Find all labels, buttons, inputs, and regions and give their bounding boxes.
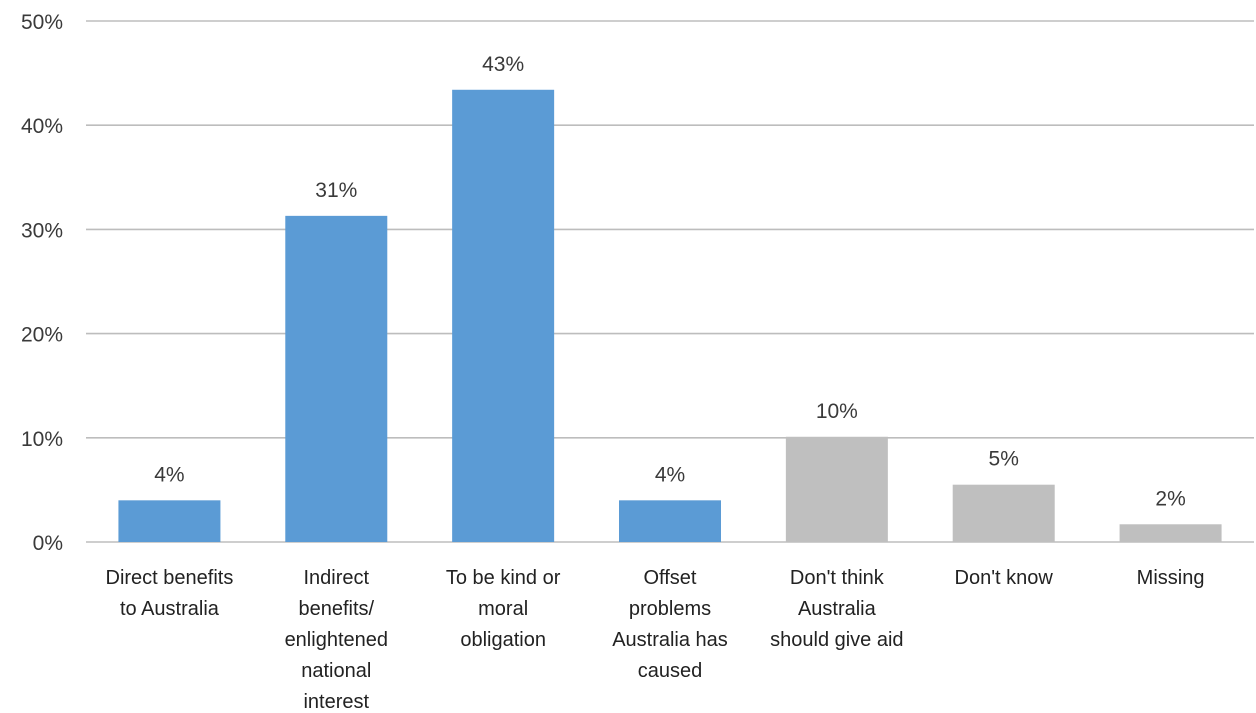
x-tick-label-line: enlightened [285, 629, 388, 651]
bars [118, 89, 1222, 542]
x-tick-label-line: Direct benefits [106, 567, 234, 589]
y-tick-label: 10% [21, 428, 63, 451]
x-tick-label-line: Indirect [303, 567, 369, 589]
data-label: 10% [816, 400, 858, 423]
x-tick-label-line: should give aid [770, 629, 903, 651]
bar [452, 89, 555, 542]
x-tick-label-line: moral [478, 598, 528, 620]
x-tick-label: Offset problems Australia has caused [612, 567, 728, 682]
x-axis-category-labels: Direct benefits to Australia Indirect benef… [106, 567, 1205, 713]
data-label: 4% [655, 463, 685, 486]
x-tick-label-line: Australia [798, 598, 877, 620]
x-tick-label-line: national [301, 660, 371, 682]
data-label: 43% [482, 53, 524, 76]
bar [952, 484, 1055, 542]
data-label: 2% [1155, 487, 1185, 510]
x-tick-label-line: obligation [460, 629, 546, 651]
bar [1119, 524, 1222, 542]
gridlines [86, 20, 1254, 543]
data-labels: 4% 31% 43% 4% 10% 5% 2% [154, 53, 1186, 511]
x-tick-label-line: Don't know [955, 567, 1054, 589]
x-tick-label: Missing [1137, 567, 1205, 589]
data-label: 5% [989, 448, 1019, 471]
x-tick-label-line: To be kind or [446, 567, 561, 589]
x-tick-label-line: caused [638, 660, 703, 682]
data-label: 31% [315, 179, 357, 202]
x-tick-label-line: Missing [1137, 567, 1205, 589]
x-tick-label-line: Don't think [790, 567, 885, 589]
y-tick-label: 0% [33, 532, 63, 555]
bar [619, 500, 721, 542]
x-tick-label: Indirect benefits/enlightened national inte… [285, 567, 388, 713]
bar [285, 215, 388, 542]
data-label: 4% [154, 463, 184, 486]
x-tick-label-line: to Australia [120, 598, 220, 620]
y-tick-label: 40% [21, 115, 63, 138]
x-tick-label: Direct benefits to Australia [106, 567, 234, 620]
x-tick-label-line: benefits/ [298, 598, 374, 620]
x-tick-label-line: Australia has [612, 629, 728, 651]
y-tick-label: 50% [21, 11, 63, 34]
y-tick-label: 30% [21, 219, 63, 242]
bar [118, 500, 221, 542]
x-tick-label: To be kind or moral obligation [446, 567, 561, 651]
bar [785, 436, 888, 542]
x-tick-label-line: interest [303, 691, 369, 713]
x-tick-label-line: problems [629, 598, 711, 620]
y-tick-label: 20% [21, 324, 63, 347]
x-tick-label: Don't think Australia should give aid [770, 567, 903, 651]
x-tick-label: Don't know [955, 567, 1054, 589]
x-tick-label-line: Offset [644, 567, 697, 589]
y-axis-tick-labels: 0% 10% 20% 30% 40% 50% [21, 11, 63, 555]
